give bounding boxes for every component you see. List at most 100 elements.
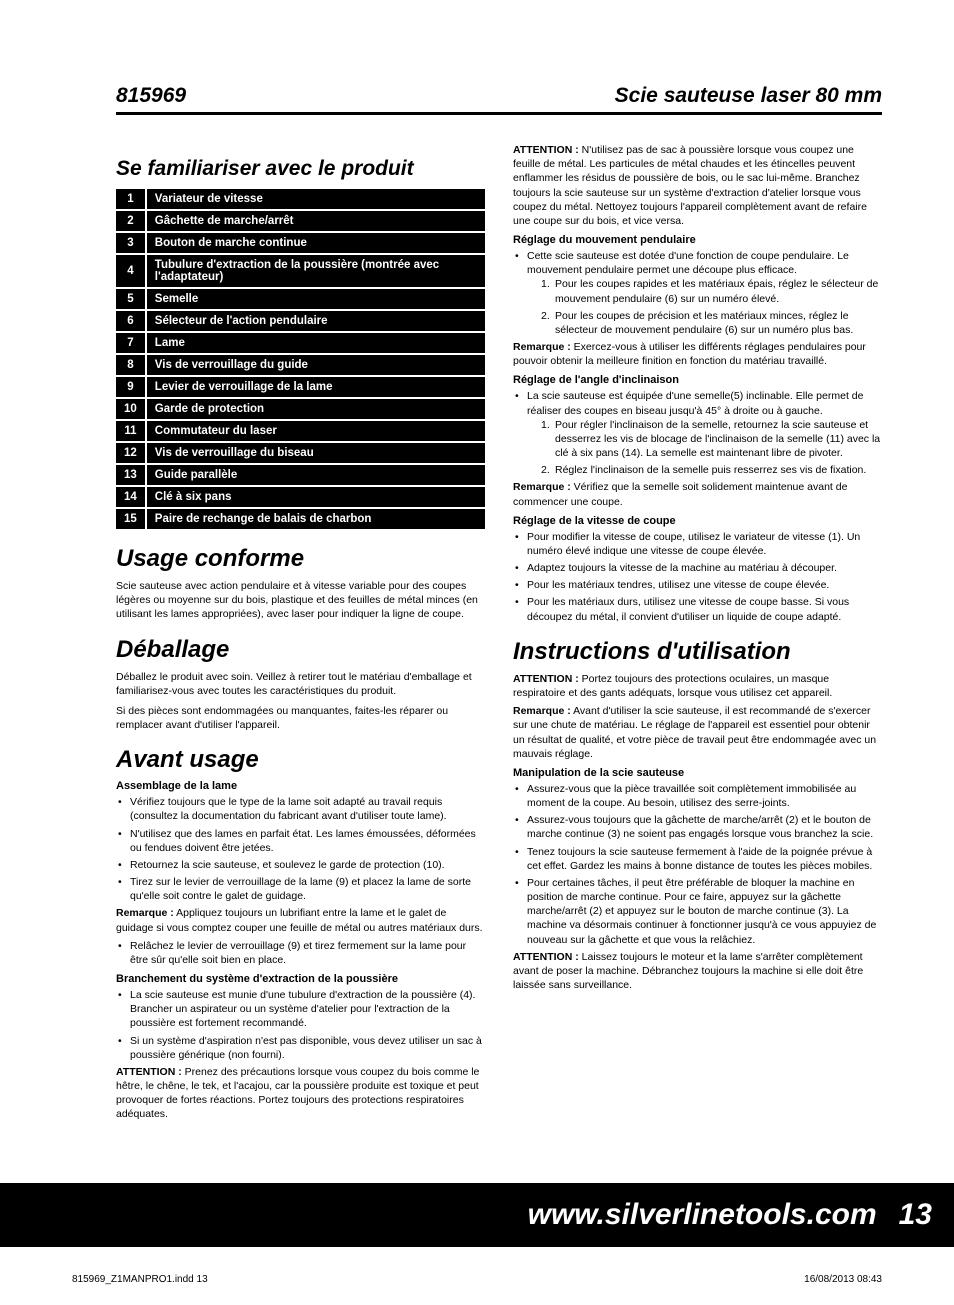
list-item: 2. Réglez l'inclinaison de la semelle pu… xyxy=(541,463,882,477)
manipulation-attention: ATTENTION : Laissez toujours le moteur e… xyxy=(513,950,882,993)
part-label: Garde de protection xyxy=(147,399,485,419)
part-label: Semelle xyxy=(147,289,485,309)
usage-text: Scie sauteuse avec action pendulaire et … xyxy=(116,579,485,622)
list-item: Si un système d'aspiration n'est pas dis… xyxy=(116,1034,485,1062)
part-label: Levier de verrouillage de la lame xyxy=(147,377,485,397)
table-row: 14Clé à six pans xyxy=(116,487,485,507)
product-title: Scie sauteuse laser 80 mm xyxy=(615,84,882,108)
list-item: 1. Pour régler l'inclinaison de la semel… xyxy=(541,418,882,461)
table-row: 10Garde de protection xyxy=(116,399,485,419)
part-number: 11 xyxy=(116,421,147,441)
product-code: 815969 xyxy=(116,84,186,108)
print-date: 16/08/2013 08:43 xyxy=(804,1274,882,1285)
list-item: Tenez toujours la scie sauteuse fermemen… xyxy=(513,845,882,873)
angle-subheading: Réglage de l'angle d'inclinaison xyxy=(513,374,882,386)
manipulation-subheading: Manipulation de la scie sauteuse xyxy=(513,767,882,779)
list-item: Pour les matériaux durs, utilisez une vi… xyxy=(513,595,882,623)
list-item: La scie sauteuse est équipée d'une semel… xyxy=(513,389,882,477)
part-number: 14 xyxy=(116,487,147,507)
table-row: 6Sélecteur de l'action pendulaire xyxy=(116,311,485,331)
print-file: 815969_Z1MANPRO1.indd 13 xyxy=(72,1274,208,1285)
unpack-heading: Déballage xyxy=(116,636,485,664)
footer-page-number: 13 xyxy=(899,1198,932,1232)
blade-subheading: Assemblage de la lame xyxy=(116,780,485,792)
dust-attention: ATTENTION : Prenez des précautions lorsq… xyxy=(116,1065,485,1122)
part-label: Sélecteur de l'action pendulaire xyxy=(147,311,485,331)
left-column: Se familiariser avec le produit 1Variate… xyxy=(116,143,485,1126)
list-item: Pour modifier la vitesse de coupe, utili… xyxy=(513,530,882,558)
table-row: 13Guide parallèle xyxy=(116,465,485,485)
footer-url: www.silverlinetools.com xyxy=(528,1198,877,1232)
table-row: 7Lame xyxy=(116,333,485,353)
part-number: 6 xyxy=(116,311,147,331)
instructions-attention: ATTENTION : Portez toujours des protecti… xyxy=(513,672,882,700)
table-row: 4Tubulure d'extraction de la poussière (… xyxy=(116,255,485,287)
part-label: Bouton de marche continue xyxy=(147,233,485,253)
part-number: 13 xyxy=(116,465,147,485)
table-row: 2Gâchette de marche/arrêt xyxy=(116,211,485,231)
top-attention: ATTENTION : N'utilisez pas de sac à pous… xyxy=(513,143,882,228)
list-item: 1. Pour les coupes rapides et les matéri… xyxy=(541,277,882,305)
unpack-p2: Si des pièces sont endommagées ou manqua… xyxy=(116,704,485,732)
pendulum-note: Remarque : Exercez-vous à utiliser les d… xyxy=(513,340,882,368)
list-item: Assurez-vous que la pièce travaillée soi… xyxy=(513,782,882,810)
part-number: 1 xyxy=(116,189,147,209)
instructions-heading: Instructions d'utilisation xyxy=(513,638,882,666)
part-number: 4 xyxy=(116,255,147,287)
list-item: 2. Pour les coupes de précision et les m… xyxy=(541,309,882,337)
table-row: 11Commutateur du laser xyxy=(116,421,485,441)
speed-bullets: Pour modifier la vitesse de coupe, utili… xyxy=(513,530,882,624)
part-label: Paire de rechange de balais de charbon xyxy=(147,509,485,529)
list-item: Assurez-vous toujours que la gâchette de… xyxy=(513,813,882,841)
part-number: 8 xyxy=(116,355,147,375)
before-heading: Avant usage xyxy=(116,746,485,774)
list-item: La scie sauteuse est munie d'une tubulur… xyxy=(116,988,485,1031)
part-number: 3 xyxy=(116,233,147,253)
pendulum-steps: 1. Pour les coupes rapides et les matéri… xyxy=(541,277,882,337)
unpack-p1: Déballez le produit avec soin. Veillez à… xyxy=(116,670,485,698)
list-item: Tirez sur le levier de verrouillage de l… xyxy=(116,875,485,903)
part-label: Vis de verrouillage du guide xyxy=(147,355,485,375)
pendulum-subheading: Réglage du mouvement pendulaire xyxy=(513,234,882,246)
table-row: 15Paire de rechange de balais de charbon xyxy=(116,509,485,529)
dust-bullets: La scie sauteuse est munie d'une tubulur… xyxy=(116,988,485,1062)
part-label: Clé à six pans xyxy=(147,487,485,507)
table-row: 5Semelle xyxy=(116,289,485,309)
content-columns: Se familiariser avec le produit 1Variate… xyxy=(116,143,882,1126)
instructions-note: Remarque : Avant d'utiliser la scie saut… xyxy=(513,704,882,761)
part-label: Gâchette de marche/arrêt xyxy=(147,211,485,231)
list-item: N'utilisez que des lames en parfait état… xyxy=(116,827,485,855)
table-row: 1Variateur de vitesse xyxy=(116,189,485,209)
list-item: Vérifiez toujours que le type de la lame… xyxy=(116,795,485,823)
blade-bullets-2: Relâchez le levier de verrouillage (9) e… xyxy=(116,939,485,967)
right-column: ATTENTION : N'utilisez pas de sac à pous… xyxy=(513,143,882,1126)
list-item: Pour les matériaux tendres, utilisez une… xyxy=(513,578,882,592)
part-label: Guide parallèle xyxy=(147,465,485,485)
blade-bullets: Vérifiez toujours que le type de la lame… xyxy=(116,795,485,903)
angle-steps: 1. Pour régler l'inclinaison de la semel… xyxy=(541,418,882,478)
usage-heading: Usage conforme xyxy=(116,545,485,573)
part-number: 5 xyxy=(116,289,147,309)
print-marks: 815969_Z1MANPRO1.indd 13 16/08/2013 08:4… xyxy=(0,1274,954,1285)
part-label: Vis de verrouillage du biseau xyxy=(147,443,485,463)
table-row: 12Vis de verrouillage du biseau xyxy=(116,443,485,463)
parts-table: 1Variateur de vitesse2Gâchette de marche… xyxy=(116,187,485,531)
parts-heading: Se familiariser avec le produit xyxy=(116,157,485,181)
part-number: 15 xyxy=(116,509,147,529)
part-label: Commutateur du laser xyxy=(147,421,485,441)
part-label: Variateur de vitesse xyxy=(147,189,485,209)
list-item: Relâchez le levier de verrouillage (9) e… xyxy=(116,939,485,967)
part-number: 2 xyxy=(116,211,147,231)
table-row: 9Levier de verrouillage de la lame xyxy=(116,377,485,397)
page-header: 815969 Scie sauteuse laser 80 mm xyxy=(116,84,882,115)
part-label: Lame xyxy=(147,333,485,353)
pendulum-bullet: Cette scie sauteuse est dotée d'une fonc… xyxy=(513,249,882,337)
table-row: 3Bouton de marche continue xyxy=(116,233,485,253)
speed-subheading: Réglage de la vitesse de coupe xyxy=(513,515,882,527)
list-item: Retournez la scie sauteuse, et soulevez … xyxy=(116,858,485,872)
footer-bar: www.silverlinetools.com 13 xyxy=(0,1183,954,1247)
dust-subheading: Branchement du système d'extraction de l… xyxy=(116,973,485,985)
blade-note: Remarque : Appliquez toujours un lubrifi… xyxy=(116,906,485,934)
part-label: Tubulure d'extraction de la poussière (m… xyxy=(147,255,485,287)
angle-bullet: La scie sauteuse est équipée d'une semel… xyxy=(513,389,882,477)
